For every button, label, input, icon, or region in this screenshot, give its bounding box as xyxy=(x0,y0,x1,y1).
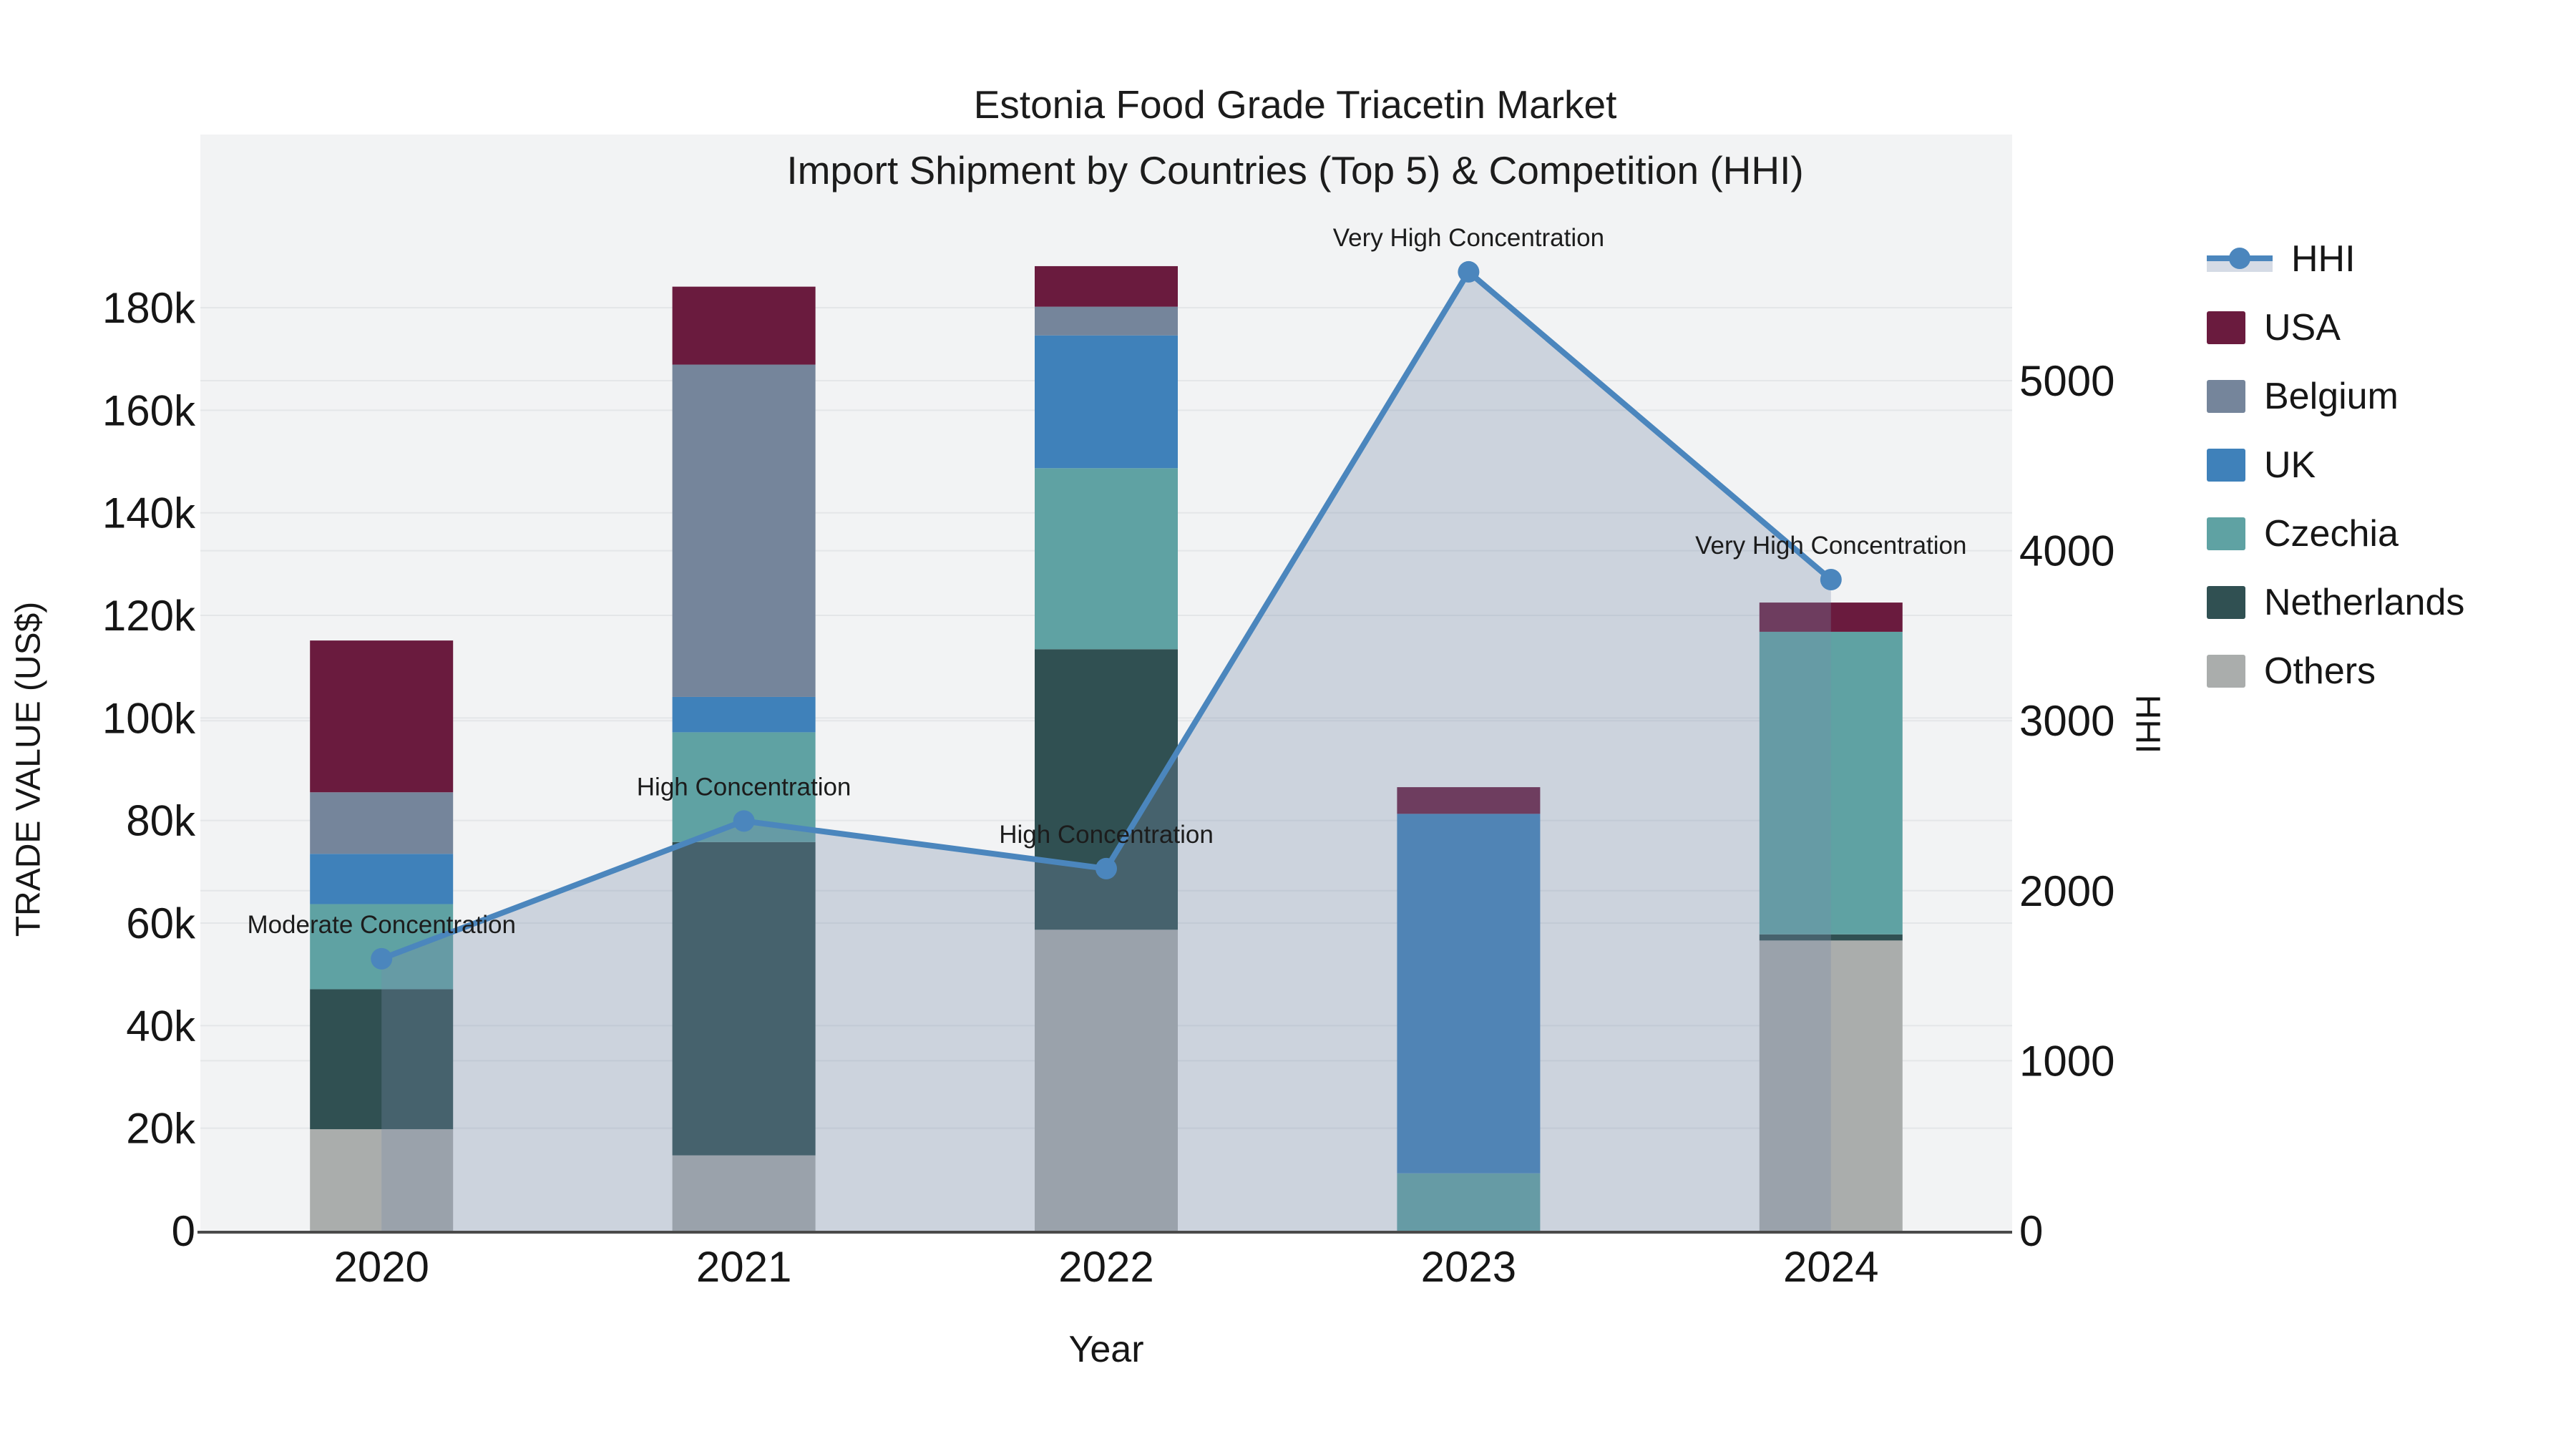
annotation-2023: Very High Concentration xyxy=(1333,224,1604,252)
y-right-tick-4000: 4000 xyxy=(2019,527,2114,575)
bar-segment-2024-usa[interactable] xyxy=(1759,602,1903,632)
chart-title-line1: Estonia Food Grade Triacetin Market xyxy=(973,82,1617,127)
legend-item-hhi[interactable]: HHI xyxy=(2207,238,2464,280)
hhi-area-fill xyxy=(381,271,1831,1231)
legend-label: Belgium xyxy=(2264,376,2399,417)
hhi-line-icon xyxy=(2207,243,2273,275)
y-right-tick-0: 0 xyxy=(2019,1207,2043,1255)
y-left-tick-80k: 80k xyxy=(126,797,196,845)
legend-item-others[interactable]: Others xyxy=(2207,650,2464,692)
legend: HHI USA Belgium UK Czechia Netherlands Others xyxy=(2207,238,2464,692)
bar-segment-2020-uk[interactable] xyxy=(310,854,454,904)
y-left-tick-60k: 60k xyxy=(126,899,196,947)
y-left-tick-160k: 160k xyxy=(102,386,196,434)
bar-segment-2020-usa[interactable] xyxy=(310,640,454,793)
bar-segment-2022-usa[interactable] xyxy=(1035,265,1178,307)
y-left-tick-180k: 180k xyxy=(102,284,196,332)
bar-segment-2020-belgium[interactable] xyxy=(310,792,454,854)
bar-segment-2020-netherlands[interactable] xyxy=(310,989,454,1130)
x-axis-title: Year xyxy=(1068,1329,1144,1370)
annotation-2021: High Concentration xyxy=(637,773,852,801)
y-left-tick-100k: 100k xyxy=(102,694,196,742)
y-left-tick-0: 0 xyxy=(172,1207,195,1255)
legend-label: Netherlands xyxy=(2264,582,2465,623)
legend-swatch-icon xyxy=(2207,655,2245,688)
x-tick-2024: 2024 xyxy=(1783,1243,1878,1291)
legend-swatch-icon xyxy=(2207,380,2245,413)
x-tick-2022: 2022 xyxy=(1058,1243,1153,1291)
legend-swatch-icon xyxy=(2207,586,2245,619)
y-left-tick-140k: 140k xyxy=(102,489,196,537)
bar-segment-2020-czechia[interactable] xyxy=(310,904,454,990)
legend-item-czechia[interactable]: Czechia xyxy=(2207,513,2464,555)
y-right-tick-2000: 2000 xyxy=(2019,867,2114,915)
annotation-2020: Moderate Concentration xyxy=(247,911,516,939)
legend-label: Czechia xyxy=(2264,513,2399,555)
hhi-marker-2024[interactable] xyxy=(1820,568,1842,590)
legend-swatch-icon xyxy=(2207,517,2245,550)
legend-label: Others xyxy=(2264,650,2376,692)
legend-item-uk[interactable]: UK xyxy=(2207,444,2464,486)
bar-segment-2022-belgium[interactable] xyxy=(1035,306,1178,336)
y-axis-right-title: HHI xyxy=(2128,694,2167,754)
legend-item-netherlands[interactable]: Netherlands xyxy=(2207,582,2464,623)
y-left-tick-20k: 20k xyxy=(126,1105,196,1153)
legend-item-usa[interactable]: USA xyxy=(2207,307,2464,348)
bar-segment-2021-netherlands[interactable] xyxy=(672,841,816,1156)
y-right-tick-1000: 1000 xyxy=(2019,1037,2114,1085)
bar-segment-2023-czechia[interactable] xyxy=(1397,1173,1541,1231)
bar-segment-2021-others[interactable] xyxy=(672,1155,816,1231)
legend-label: HHI xyxy=(2291,238,2356,280)
bar-segment-2022-czechia[interactable] xyxy=(1035,468,1178,650)
y-left-tick-40k: 40k xyxy=(126,1002,196,1050)
legend-swatch-icon xyxy=(2207,449,2245,482)
x-tick-2020: 2020 xyxy=(333,1243,429,1291)
bar-segment-2024-others[interactable] xyxy=(1759,940,1903,1231)
chart-title: Estonia Food Grade Triacetin Market Impo… xyxy=(0,72,2576,203)
y-left-tick-120k: 120k xyxy=(102,592,196,640)
bar-segment-2021-uk[interactable] xyxy=(672,696,816,733)
x-tick-2021: 2021 xyxy=(696,1243,791,1291)
bar-segment-2024-netherlands[interactable] xyxy=(1759,934,1903,941)
legend-swatch-icon xyxy=(2207,311,2245,344)
bar-segment-2022-uk[interactable] xyxy=(1035,335,1178,469)
annotation-2024: Very High Concentration xyxy=(1695,532,1966,560)
hhi-marker-2020[interactable] xyxy=(371,947,393,970)
hhi-marker-2021[interactable] xyxy=(733,810,755,832)
bar-segment-2020-others[interactable] xyxy=(310,1129,454,1231)
chart-title-line2: Import Shipment by Countries (Top 5) & C… xyxy=(786,148,1804,192)
legend-label: USA xyxy=(2264,307,2341,348)
bar-segment-2023-usa[interactable] xyxy=(1397,787,1541,814)
hhi-marker-2023[interactable] xyxy=(1458,260,1480,283)
annotation-2022: High Concentration xyxy=(999,821,1214,849)
y-right-tick-3000: 3000 xyxy=(2019,697,2114,745)
y-right-tick-5000: 5000 xyxy=(2019,357,2114,405)
hhi-marker-2022[interactable] xyxy=(1096,857,1117,879)
bar-segment-2023-uk[interactable] xyxy=(1397,814,1541,1174)
legend-label: UK xyxy=(2264,444,2316,486)
bar-segment-2022-others[interactable] xyxy=(1035,930,1178,1231)
y-axis-left-title: TRADE VALUE (US$) xyxy=(9,601,48,937)
bar-segment-2024-czechia[interactable] xyxy=(1759,631,1903,935)
x-tick-2023: 2023 xyxy=(1421,1243,1516,1291)
bar-segment-2021-belgium[interactable] xyxy=(672,364,816,697)
bar-segment-2021-usa[interactable] xyxy=(672,286,816,365)
legend-item-belgium[interactable]: Belgium xyxy=(2207,376,2464,417)
